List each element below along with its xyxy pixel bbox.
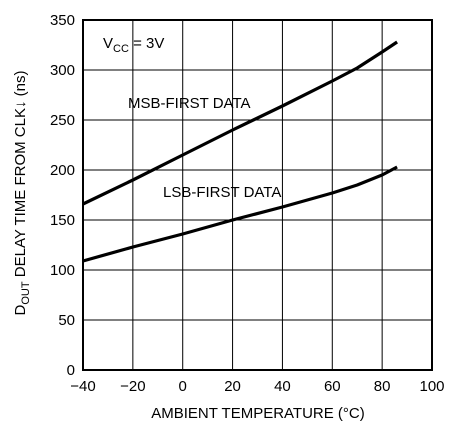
- series-line-msb: [82, 40, 398, 206]
- y-tick-label: 50: [58, 312, 75, 329]
- x-tick-label: 20: [224, 378, 241, 395]
- x-tick-label: 80: [374, 378, 391, 395]
- x-tick-label: 40: [274, 378, 291, 395]
- plot-area-frame: [82, 19, 433, 371]
- grid-lines: [83, 20, 432, 370]
- x-tick-label: −20: [120, 378, 145, 395]
- x-axis-ticks: −40 −20 0 20 40 60 80 100: [70, 378, 444, 395]
- series-lines: [82, 40, 398, 263]
- y-axis-ticks: 0 50 100 150 200 250 300 350: [50, 12, 75, 379]
- y-tick-label: 0: [67, 362, 75, 379]
- x-tick-label: 60: [324, 378, 341, 395]
- y-tick-label: 100: [50, 262, 75, 279]
- series-label-msb: MSB-FIRST DATA: [128, 95, 251, 112]
- condition-annotation: VCC = 3V: [103, 35, 164, 55]
- y-axis-label: DOUT DELAY TIME FROM CLK↓ (ns): [12, 71, 32, 316]
- x-tick-label: 100: [419, 378, 444, 395]
- y-tick-label: 200: [50, 162, 75, 179]
- y-tick-label: 350: [50, 12, 75, 29]
- x-tick-label: 0: [179, 378, 187, 395]
- y-tick-label: 150: [50, 212, 75, 229]
- y-tick-label: 300: [50, 62, 75, 79]
- x-tick-label: −40: [70, 378, 95, 395]
- series-line-lsb: [82, 165, 398, 263]
- y-tick-label: 250: [50, 112, 75, 129]
- x-axis-label: AMBIENT TEMPERATURE (°C): [151, 405, 365, 422]
- series-label-lsb: LSB-FIRST DATA: [163, 184, 281, 201]
